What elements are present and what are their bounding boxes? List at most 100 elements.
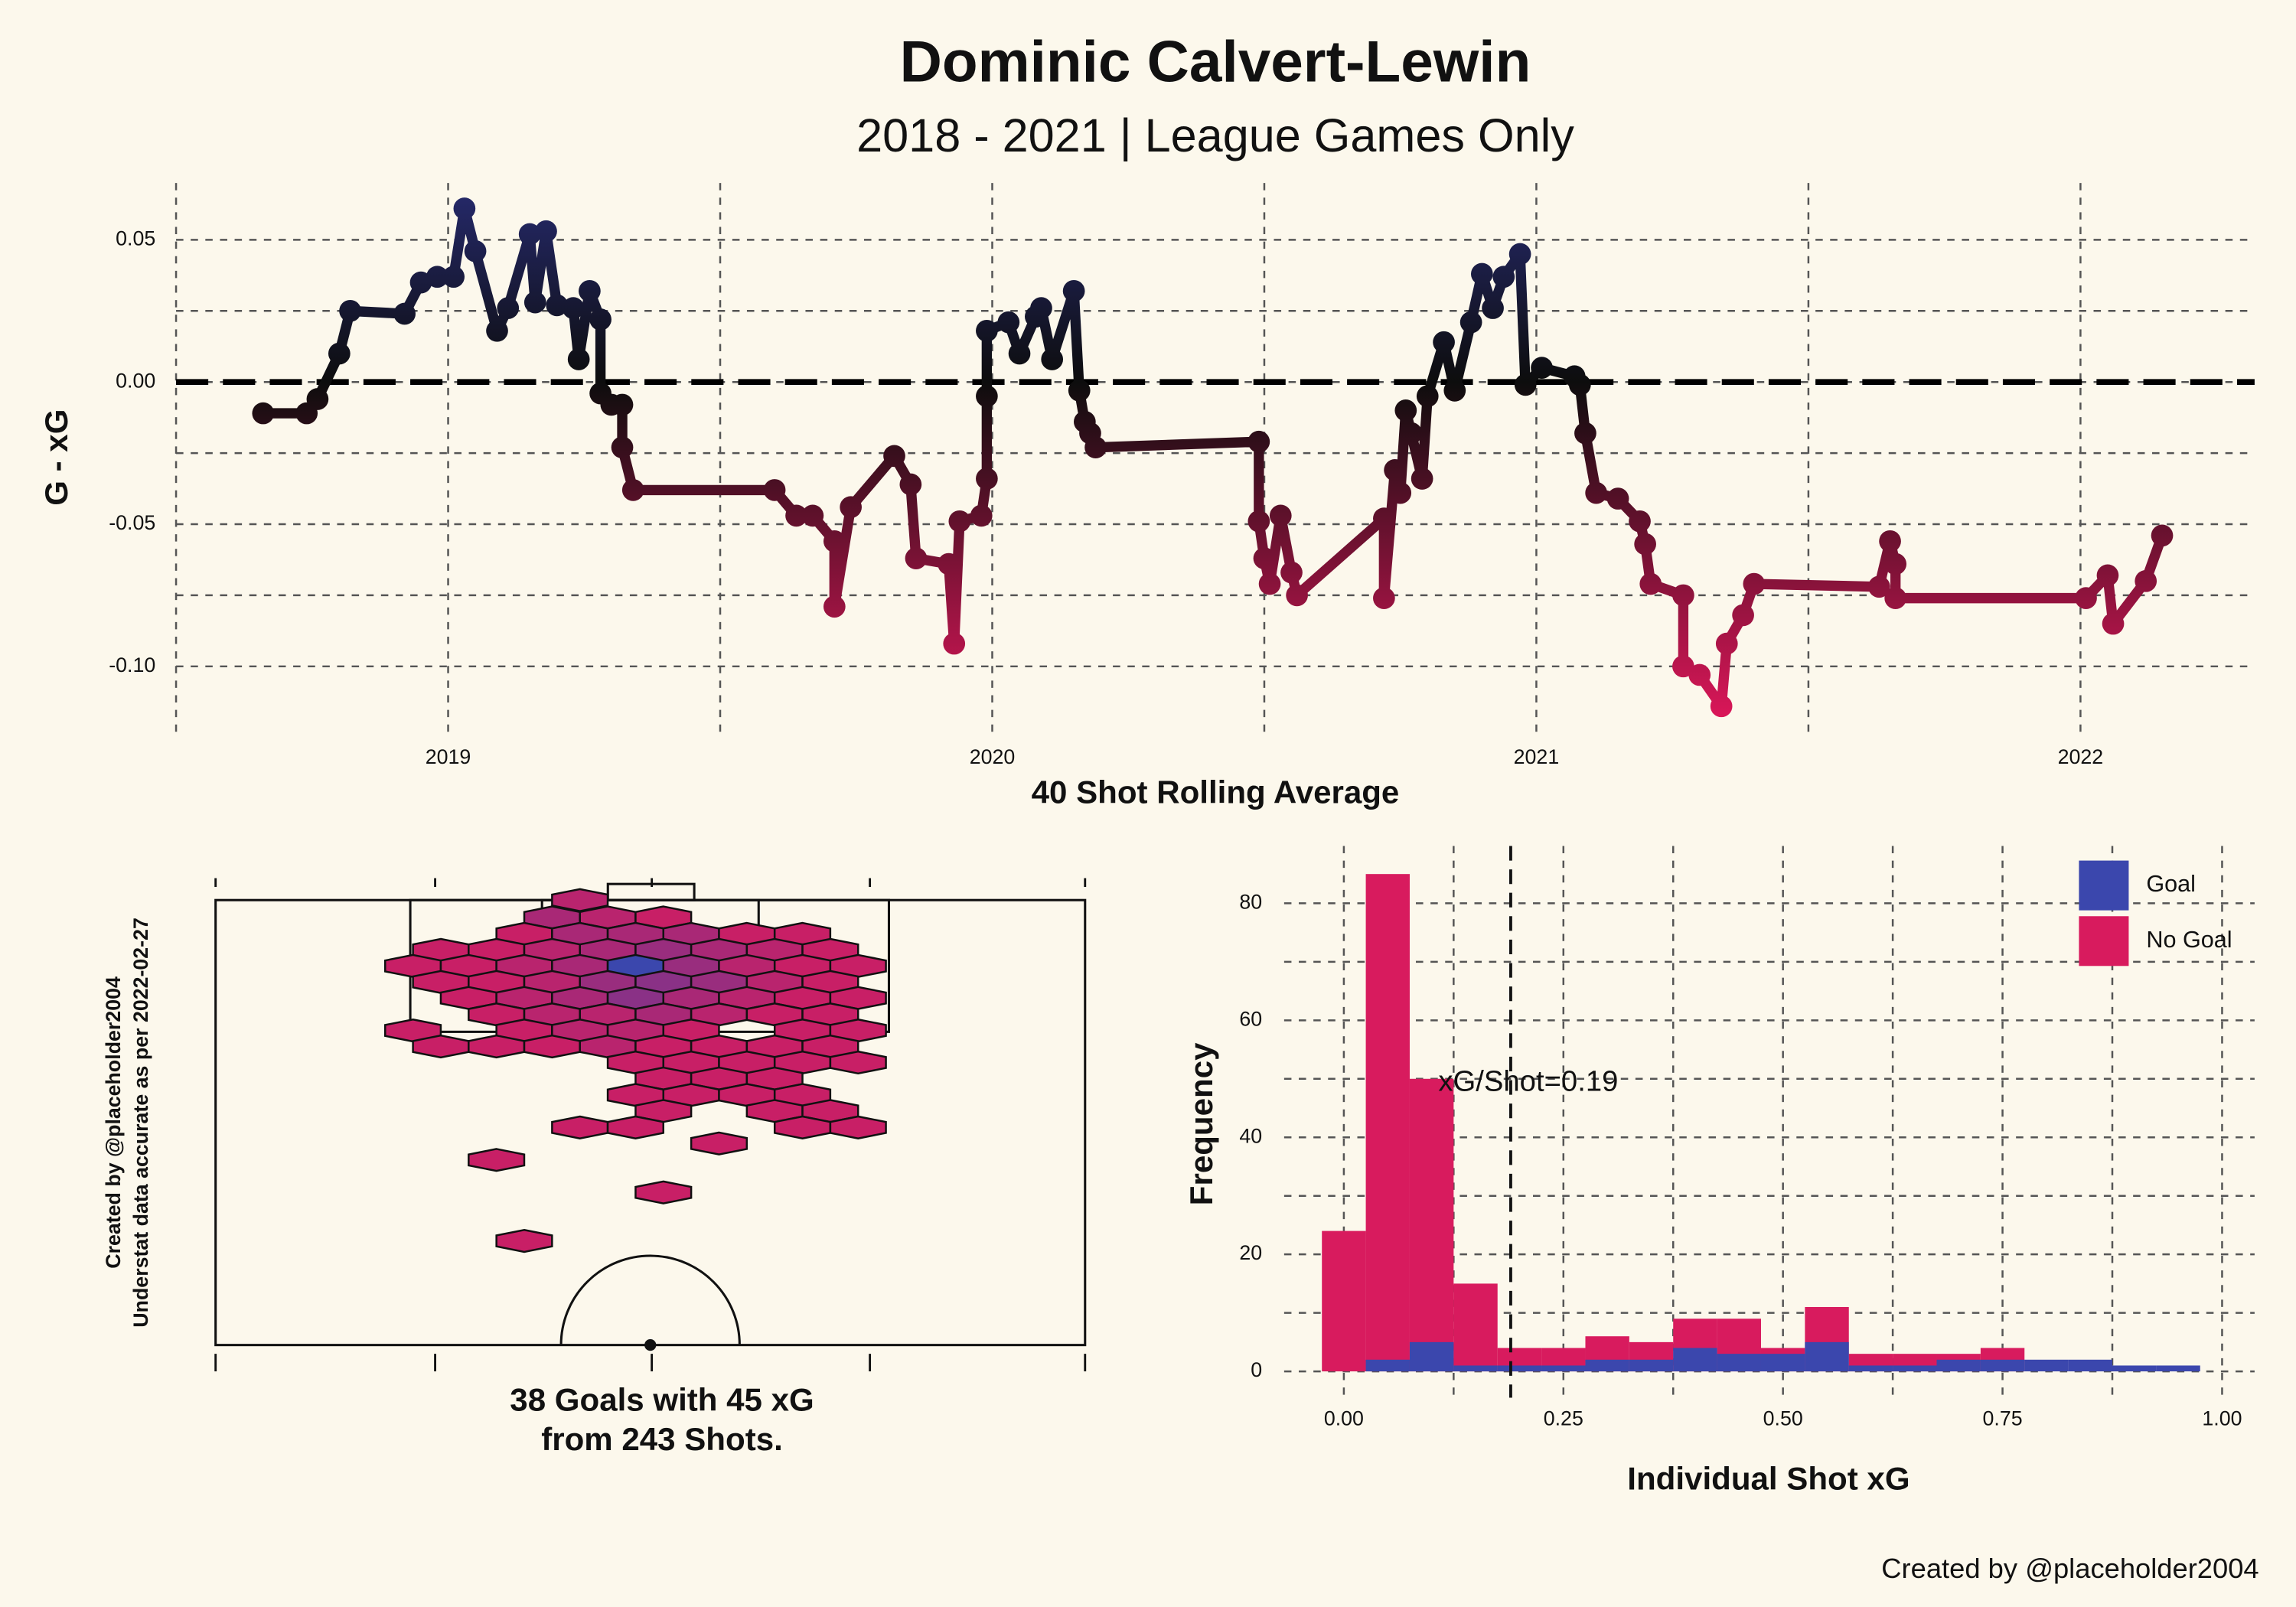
point [1606,487,1629,510]
histogram-bar [1936,1359,1981,1372]
point [1585,481,1607,504]
x-tick-label: 2021 [1514,745,1560,768]
histogram-bar [2024,1359,2069,1372]
hexbin-cell [551,1115,609,1139]
point [1672,655,1694,678]
hexbin-cell [829,1115,887,1139]
x-tick-label: 1.00 [2202,1407,2242,1429]
line [263,203,2167,712]
point [393,302,416,325]
y-tick-label: 60 [1239,1007,1262,1030]
point [1400,422,1423,445]
point [1373,507,1395,530]
histogram-bar [1409,1078,1454,1372]
point [2075,587,2097,609]
y-tick-label: 0 [1251,1358,1262,1381]
point [426,266,448,288]
point [1482,297,1504,319]
point [2102,612,2125,635]
point [621,479,644,501]
hexbin-cell [829,1050,887,1075]
x-tick-label: 0.50 [1763,1407,1803,1429]
y-tick-label: 80 [1239,890,1262,913]
point [1030,297,1052,319]
histogram-bar [2068,1359,2112,1372]
point [306,388,329,410]
hexbin-cell [468,1034,526,1059]
point [567,348,590,370]
histogram-bar [1673,1348,1717,1372]
histogram-bar [1453,1283,1498,1372]
histogram-bar [1760,1354,1805,1372]
point [883,445,905,468]
point [562,297,585,319]
point [1247,430,1270,453]
point [1373,587,1395,609]
point [1514,373,1537,396]
y-tick-label: -0.10 [109,654,155,676]
side-note: Understat data accurate as per 2022-02-2… [129,918,152,1328]
point [442,266,465,288]
legend-label: Goal [2146,871,2196,897]
point [518,223,541,246]
point [523,291,546,314]
point [1884,587,1907,609]
point [1459,311,1482,334]
hexbin-cell [523,1034,581,1059]
point [589,308,612,331]
point [1247,510,1270,533]
histogram-bar [1893,1365,1937,1372]
histogram-bar [1322,1231,1366,1372]
x-tick-label: 0.25 [1544,1407,1583,1429]
x-tick-label: 2019 [426,745,471,768]
point [1492,266,1515,288]
point [1280,561,1303,584]
point [1062,279,1085,302]
point [1688,663,1711,686]
hexbin-cell [634,1180,693,1204]
point [1568,373,1591,396]
point [1443,380,1466,402]
point [1672,584,1694,607]
point [339,299,361,322]
point [546,294,569,317]
legend-label: No Goal [2146,927,2232,953]
goal [606,882,696,901]
histogram-bar [2112,1365,2157,1372]
point [1471,262,1493,285]
point [785,504,807,527]
point [1416,385,1439,408]
point [1389,481,1412,504]
point [1715,632,1738,655]
point [611,436,634,459]
point [1008,342,1031,365]
center-spot [644,1339,657,1351]
histogram-bar [1409,1341,1454,1372]
hexbin-cell [606,1115,664,1139]
hexbin-cell [495,1228,553,1253]
point [997,311,1020,334]
point [1411,468,1433,490]
point [840,496,862,519]
point [1531,357,1553,379]
y-axis-label: G - xG [38,409,74,506]
histogram-bar [1717,1354,1761,1372]
point [1732,604,1754,627]
hexbin-cell [773,1115,832,1139]
caption: 38 Goals with 45 xG [510,1381,814,1417]
point [497,297,520,319]
point [976,385,998,408]
point [1574,422,1596,445]
histogram-bar [1980,1359,2025,1372]
histogram-bar [1848,1365,1893,1372]
point [823,530,846,553]
point [1084,436,1107,459]
caption: from 243 Shots. [541,1421,783,1457]
hexbin-cell [468,1148,526,1172]
side-note: Created by @placeholder2004 [102,976,125,1269]
histogram-bar [1585,1359,1629,1372]
point [976,319,998,342]
point [2151,524,2174,547]
point [464,240,487,262]
